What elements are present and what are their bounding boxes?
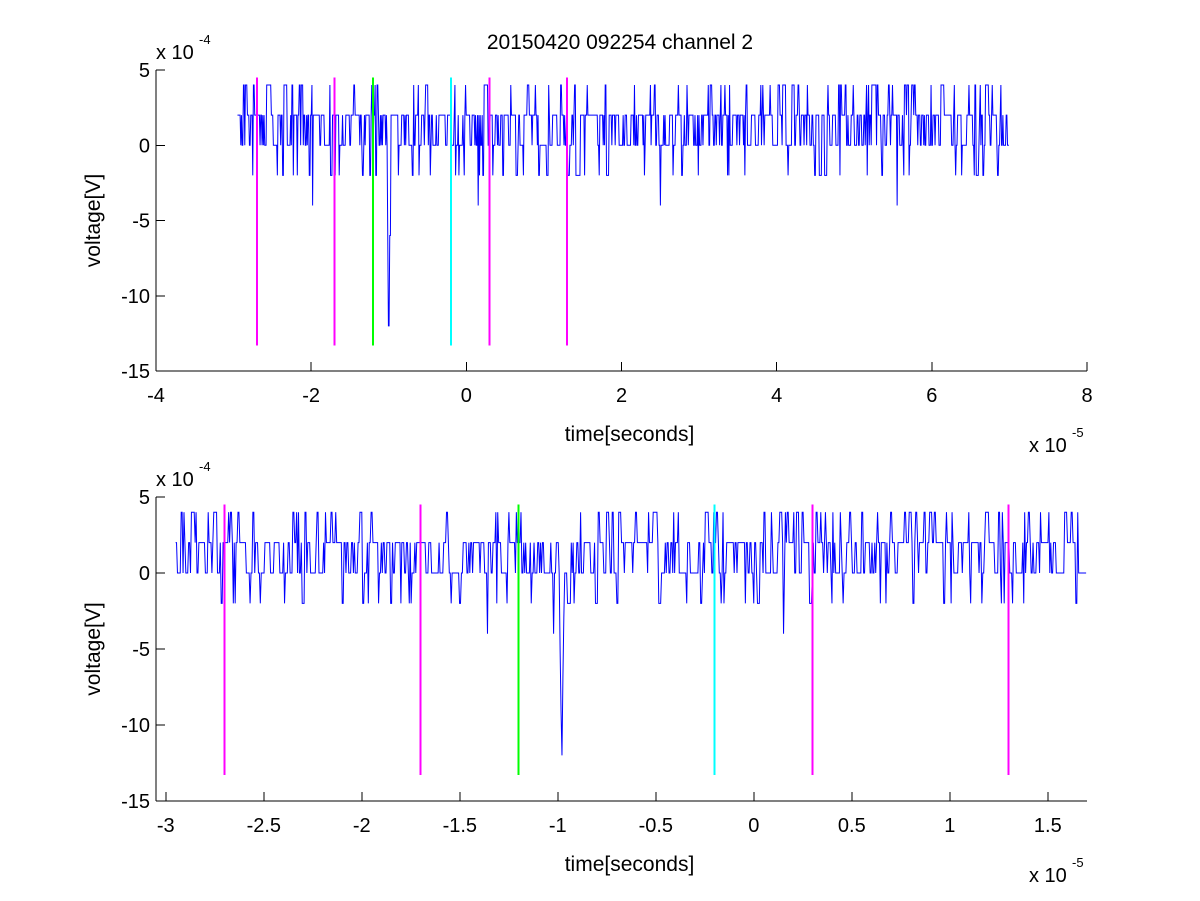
x-exponent-label: x 10: [1029, 435, 1067, 457]
y-tick-label: 5: [139, 60, 150, 82]
y-tick-label: -15: [121, 791, 150, 813]
x-tick-label: -1: [549, 815, 567, 837]
x-tick-label: -4: [147, 385, 165, 407]
x-tick-label: -2: [353, 815, 371, 837]
y-tick-label: -5: [132, 639, 150, 661]
x-tick-label: 0: [748, 815, 759, 837]
x-tick-label: 1.5: [1034, 815, 1062, 837]
y-tick-label: -10: [121, 286, 150, 308]
x-exponent-power: -5: [1072, 855, 1084, 870]
y-tick-label: 5: [139, 487, 150, 509]
signal-series-line: [237, 84, 1009, 327]
y-axis-label: voltage[V]: [82, 174, 105, 267]
x-tick-label: -3: [157, 815, 175, 837]
top-chart: -4 -2 0 2 4 6 8 -15 -10 -5 0 5 time[seconds] voltage[…: [82, 32, 1093, 457]
x-tick-label: 0: [461, 385, 472, 407]
y-tick-label: -15: [121, 361, 150, 383]
x-tick-label: -1.5: [443, 815, 477, 837]
x-tick-label: 4: [771, 385, 782, 407]
x-axis-label: time[seconds]: [565, 423, 695, 446]
y-tick-label: 0: [139, 563, 150, 585]
x-exponent-label: x 10: [1029, 865, 1067, 887]
y-axis-label: voltage[V]: [82, 602, 105, 695]
chart-title: 20150420 092254 channel 2: [487, 31, 753, 54]
x-tick-label: -2: [302, 385, 320, 407]
y-exponent-power: -4: [199, 32, 211, 47]
y-tick-label: -5: [132, 211, 150, 233]
x-tick-label: 0.5: [838, 815, 866, 837]
bottom-chart: -3 -2.5 -2 -1.5 -1 -0.5 0 0.5 1 1.5 -15 -10 -5 0 5 time…: [82, 459, 1087, 887]
x-tick-label: -2.5: [247, 815, 281, 837]
x-tick-label: 8: [1081, 385, 1092, 407]
x-tick-label: -0.5: [639, 815, 673, 837]
x-axis-label: time[seconds]: [565, 853, 695, 876]
y-exponent-label: x 10: [156, 42, 194, 64]
x-tick-label: 6: [926, 385, 937, 407]
y-tick-label: 0: [139, 135, 150, 157]
y-tick-label: -10: [121, 715, 150, 737]
y-exponent-power: -4: [199, 459, 211, 474]
x-tick-label: 2: [616, 385, 627, 407]
signal-series-line: [175, 511, 1087, 756]
x-tick-label: 1: [944, 815, 955, 837]
y-exponent-label: x 10: [156, 469, 194, 491]
x-exponent-power: -5: [1072, 425, 1084, 440]
